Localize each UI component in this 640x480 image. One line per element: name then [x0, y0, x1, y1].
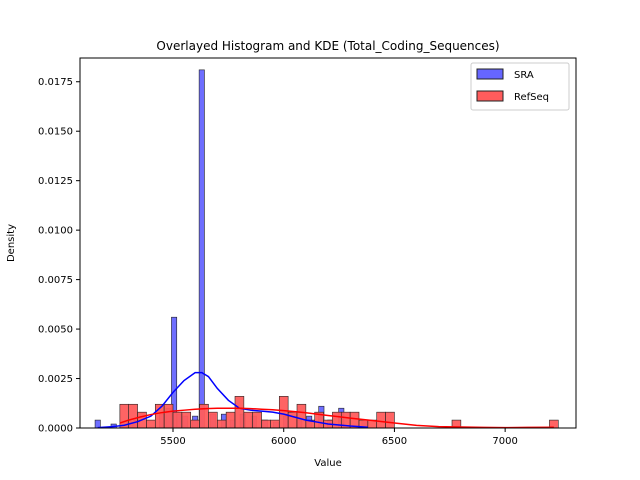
y-tick-label-3: 0.0075 — [38, 275, 73, 286]
refseq-bar-29 — [376, 411, 386, 429]
refseq-bar-18 — [278, 396, 289, 429]
legend-label-refseq: RefSeq — [514, 92, 549, 103]
x-tick-label-6000: 6000 — [271, 436, 296, 447]
x-tick-label-6500: 6500 — [382, 436, 407, 447]
y-axis-ticks: 0.0000 0.0025 0.0050 0.0075 0.0100 0.0125 0.01… — [38, 77, 80, 435]
plot-frame — [79, 57, 577, 429]
refseq-bar-10 — [208, 411, 218, 429]
refseq-kde-line — [119, 407, 554, 429]
refseq-bar-6 — [172, 411, 183, 429]
refseq-bar-30 — [385, 411, 395, 429]
refseq-bar-17 — [270, 419, 280, 429]
y-tick-label-5: 0.0125 — [38, 176, 73, 187]
y-tick-label-2: 0.0050 — [38, 325, 73, 336]
refseq-bars — [119, 396, 559, 429]
x-axis-ticks: 5500 6000 6500 7000 — [160, 428, 518, 447]
y-tick-label-6: 0.0150 — [38, 127, 73, 138]
refseq-bar-7 — [181, 411, 192, 429]
refseq-bar-15 — [252, 411, 262, 429]
chart-title: Overlayed Histogram and KDE (Total_Codin… — [156, 39, 499, 53]
refseq-bar-8 — [190, 419, 200, 429]
refseq-bar-5 — [163, 403, 174, 429]
plot-area — [80, 58, 576, 428]
refseq-bar-9 — [199, 403, 209, 429]
refseq-bar-16 — [261, 419, 271, 429]
legend-swatch-sra — [476, 68, 504, 80]
refseq-bar-14 — [243, 411, 254, 429]
refseq-bar-13 — [234, 396, 245, 429]
x-tick-label-7000: 7000 — [492, 436, 517, 447]
refseq-bar-12 — [225, 411, 236, 429]
refseq-bar-11 — [216, 419, 227, 429]
refseq-bar-19 — [287, 411, 298, 429]
refseq-bar-3 — [146, 419, 156, 429]
sra-kde-line — [97, 371, 368, 429]
y-tick-label-4: 0.0100 — [38, 226, 73, 237]
y-tick-label-7: 0.0175 — [38, 77, 73, 88]
y-tick-label-1: 0.0025 — [38, 374, 73, 385]
x-tick-label-5500: 5500 — [160, 436, 185, 447]
legend-label-sra: SRA — [514, 70, 534, 81]
kde-lines — [97, 371, 554, 429]
legend-swatch-refseq — [476, 90, 504, 102]
y-axis-label: Density — [6, 224, 17, 262]
refseq-bar-20 — [296, 403, 307, 429]
y-tick-label-0: 0.0000 — [38, 424, 73, 435]
legend: SRA RefSeq — [470, 62, 570, 111]
x-axis-label: Value — [314, 458, 341, 469]
